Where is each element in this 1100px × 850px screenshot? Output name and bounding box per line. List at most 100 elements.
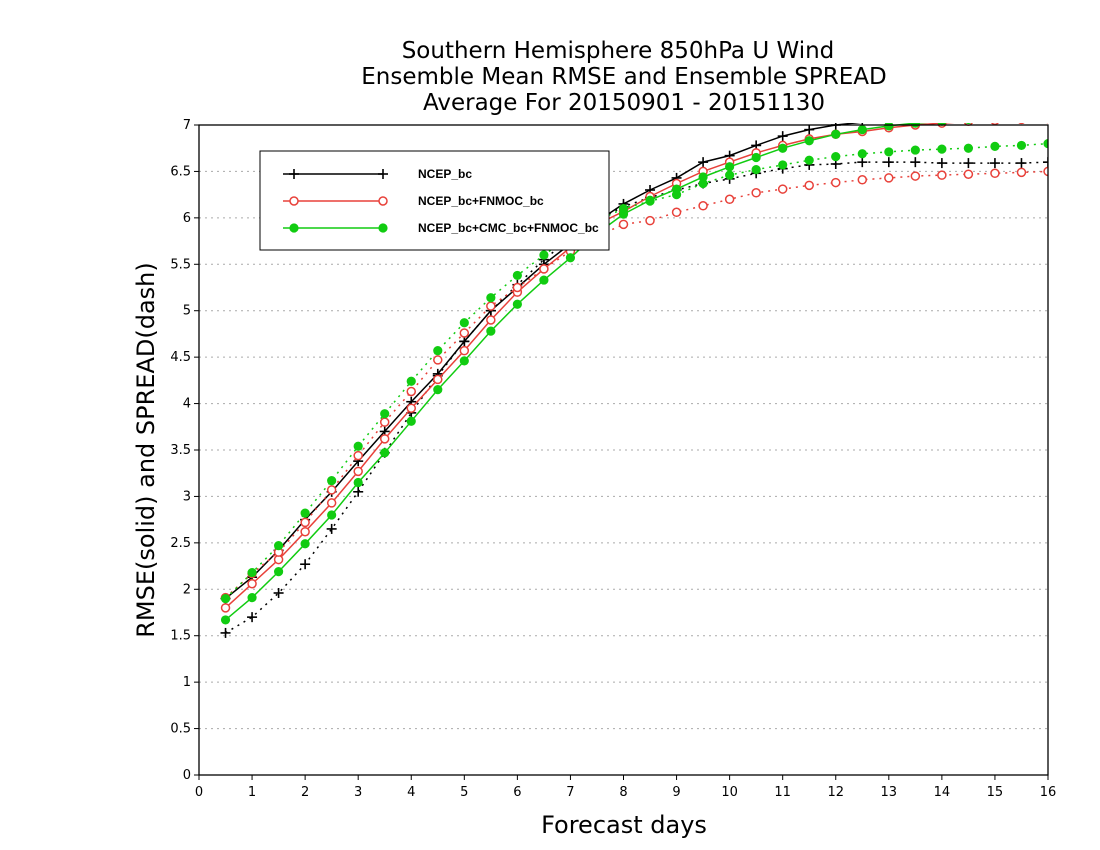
data-point bbox=[379, 434, 390, 444]
data-point bbox=[804, 180, 814, 191]
data-point bbox=[963, 110, 973, 120]
data-point bbox=[565, 253, 576, 263]
data-point bbox=[327, 510, 337, 520]
data-point bbox=[512, 282, 523, 293]
x-axis-ticks: 0 1 2 3 4 5 6 7 8 9 10 11 12 13 14 15 16 bbox=[195, 775, 1056, 800]
data-point bbox=[671, 207, 682, 218]
data-point bbox=[937, 144, 947, 154]
data-point bbox=[989, 158, 1000, 169]
y-tick-label: 3 bbox=[183, 489, 191, 504]
data-point bbox=[539, 275, 549, 285]
data-point bbox=[725, 162, 735, 172]
x-tick-label: 11 bbox=[774, 785, 791, 800]
title-line-1: Southern Hemisphere 850hPa U Wind bbox=[402, 38, 835, 64]
y-tick-label: 0.5 bbox=[170, 722, 191, 737]
data-point bbox=[724, 194, 735, 205]
x-tick-label: 4 bbox=[407, 785, 415, 800]
y-tick-label: 0 bbox=[183, 768, 191, 783]
data-point bbox=[327, 476, 337, 486]
data-point bbox=[379, 417, 390, 427]
data-point bbox=[963, 123, 973, 127]
data-point bbox=[512, 299, 522, 309]
x-tick-label: 14 bbox=[934, 785, 951, 800]
data-point bbox=[380, 448, 390, 458]
data-point bbox=[300, 517, 310, 528]
plot-frame bbox=[198, 124, 1049, 776]
data-point bbox=[751, 188, 761, 198]
legend-marker bbox=[378, 223, 388, 233]
data-point bbox=[857, 149, 867, 159]
data-point bbox=[1018, 123, 1025, 125]
data-point bbox=[804, 136, 814, 146]
data-point bbox=[910, 157, 921, 168]
data-point bbox=[777, 131, 788, 142]
data-point bbox=[539, 264, 549, 274]
data-point bbox=[751, 164, 761, 175]
data-point bbox=[777, 184, 788, 194]
data-point bbox=[1016, 108, 1026, 118]
data-point bbox=[910, 171, 921, 181]
data-point bbox=[273, 588, 284, 598]
data-point bbox=[247, 578, 257, 589]
x-tick-label: 0 bbox=[195, 785, 203, 800]
data-point bbox=[380, 409, 390, 419]
data-point bbox=[698, 178, 708, 189]
series-ncep-bc-cmc-bc-fnmoc-bc bbox=[220, 112, 1025, 625]
data-point bbox=[751, 152, 761, 163]
x-tick-label: 12 bbox=[827, 785, 844, 800]
data-point bbox=[459, 356, 469, 366]
data-point bbox=[406, 376, 416, 386]
data-point bbox=[671, 190, 682, 200]
x-tick-label: 8 bbox=[619, 785, 627, 800]
legend-label: NCEP_bc+FNMOC_bc bbox=[418, 194, 544, 208]
y-tick-label: 4.5 bbox=[170, 350, 191, 365]
data-point bbox=[990, 168, 1000, 179]
legend-item: NCEP_bc+CMC_bc+FNMOC_bc bbox=[283, 221, 599, 235]
data-point bbox=[857, 175, 868, 185]
data-point bbox=[353, 466, 363, 477]
data-point bbox=[220, 593, 231, 604]
data-point bbox=[273, 567, 284, 577]
legend-marker bbox=[289, 169, 299, 179]
data-point bbox=[937, 123, 947, 126]
data-point bbox=[936, 158, 947, 169]
legend: NCEP_bc NCEP_bc+FNMOC_bc NCEP_bc+CMC_bc+FN… bbox=[259, 150, 610, 251]
legend-marker bbox=[378, 196, 388, 206]
y-tick-label: 1 bbox=[183, 675, 191, 690]
data-point bbox=[433, 385, 443, 395]
data-point bbox=[884, 173, 894, 183]
data-point bbox=[406, 386, 416, 397]
data-point bbox=[1046, 123, 1048, 124]
x-axis-label: Forecast days bbox=[541, 811, 707, 839]
data-point bbox=[1043, 138, 1048, 149]
title-line-3: Average For 20150901 - 20151130 bbox=[423, 90, 825, 116]
data-point bbox=[1043, 157, 1048, 168]
data-point bbox=[1017, 112, 1025, 120]
data-point bbox=[539, 250, 549, 260]
legend-marker bbox=[289, 223, 299, 233]
data-point bbox=[1043, 166, 1048, 177]
data-point bbox=[486, 301, 496, 311]
data-point bbox=[486, 293, 496, 303]
data-point bbox=[991, 113, 999, 121]
series-spread-5 bbox=[220, 138, 1048, 604]
data-point bbox=[433, 346, 443, 356]
x-tick-label: 2 bbox=[301, 785, 309, 800]
data-point bbox=[698, 201, 708, 211]
chart-title: Southern Hemisphere 850hPa U Wind Ensemb… bbox=[361, 38, 886, 116]
data-point bbox=[910, 145, 920, 155]
data-point bbox=[910, 113, 920, 123]
data-point bbox=[1016, 167, 1027, 178]
data-point bbox=[512, 270, 522, 281]
data-point bbox=[990, 123, 999, 126]
data-point bbox=[326, 498, 337, 508]
data-point bbox=[831, 129, 841, 139]
data-point bbox=[459, 336, 470, 347]
y-axis-ticks: 0 0.5 1 1.5 2 2.5 3 3.5 4 4.5 5 5.5 6 6.5 7 bbox=[170, 118, 199, 783]
y-tick-label: 7 bbox=[183, 118, 191, 133]
data-point bbox=[273, 541, 284, 551]
data-point bbox=[406, 416, 416, 426]
x-tick-label: 16 bbox=[1040, 785, 1057, 800]
data-point bbox=[247, 612, 258, 623]
data-point bbox=[433, 374, 443, 385]
